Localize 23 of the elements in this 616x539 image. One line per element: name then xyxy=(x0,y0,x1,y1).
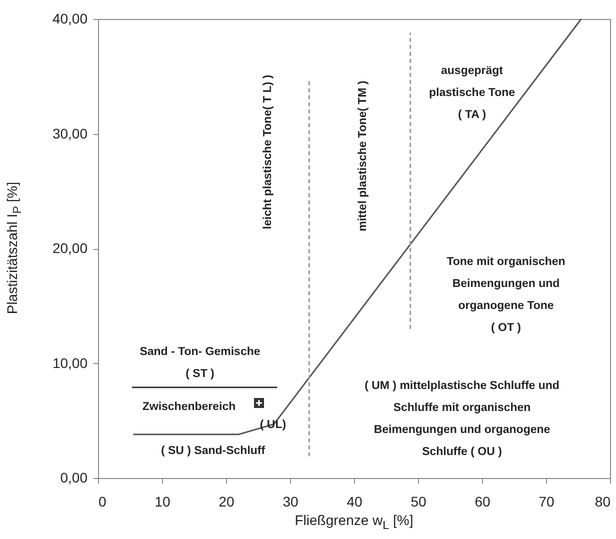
annotation: Tone mit organischen Beimengungen und organogene Tone ( OT ) xyxy=(446,256,566,334)
y-tick-label: 40,00 xyxy=(52,10,88,26)
y-tick-label: 20,00 xyxy=(52,240,88,256)
y-tick-label: 10,00 xyxy=(52,354,88,371)
annotation: leicht plastische Tone( T L) ) xyxy=(262,74,274,230)
x-axis-title: Fließgrenze w$_{L}$ [%] xyxy=(294,512,414,532)
annotation: Zwischenbereich xyxy=(142,401,236,413)
x-tick-label: 50 xyxy=(410,494,426,510)
x-tick-label: 0 xyxy=(98,494,106,510)
x-tick-label: 20 xyxy=(218,494,234,510)
x-tick-label: 60 xyxy=(474,494,490,510)
x-tick-label: 10 xyxy=(154,494,170,510)
annotation: ( SU ) Sand-Schluff xyxy=(160,445,266,457)
annotation: ausgeprägt plastische Tone ( TA ) xyxy=(428,65,516,121)
x-tick-label: 40 xyxy=(346,494,362,510)
annotation: mittel plastische Tone( TM ) xyxy=(357,80,369,232)
x-tick-label: 70 xyxy=(538,494,554,510)
y-tick-label: 30,00 xyxy=(52,125,88,142)
x-tick-label: 30 xyxy=(282,494,298,510)
annotation: ( UM ) mittelplastische Schluffe und Schluffe mit organischen Beimengungen und organogene Schluffe ( OU ) xyxy=(364,380,560,458)
y-tick-label: 0,00 xyxy=(60,470,88,486)
x-tick-label: 80 xyxy=(594,494,611,510)
annotation: Sand - Ton- Gemische ( ST ) xyxy=(140,346,260,380)
